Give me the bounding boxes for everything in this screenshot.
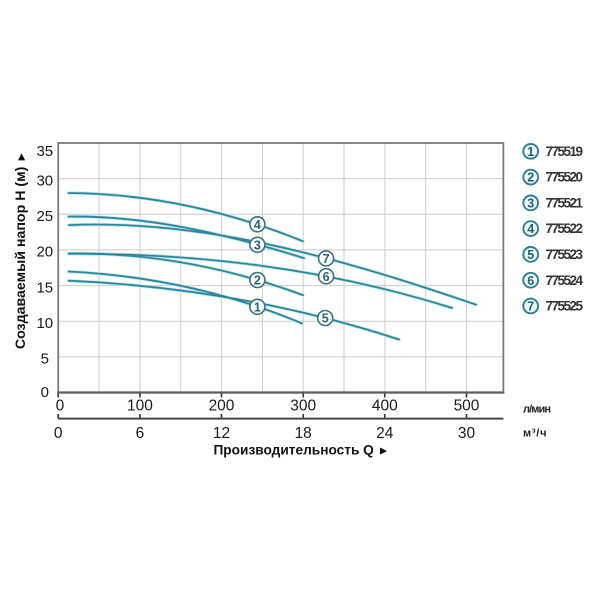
svg-text:200: 200: [209, 398, 235, 415]
svg-text:7: 7: [527, 300, 534, 314]
svg-text:775524: 775524: [546, 273, 584, 288]
svg-text:18: 18: [295, 425, 312, 442]
svg-text:775519: 775519: [546, 144, 584, 159]
svg-text:5: 5: [41, 351, 49, 368]
svg-text:775522: 775522: [546, 221, 584, 236]
svg-text:25: 25: [36, 208, 53, 225]
svg-text:775520: 775520: [546, 170, 584, 185]
svg-text:100: 100: [127, 398, 153, 415]
svg-text:6: 6: [527, 274, 534, 288]
svg-text:300: 300: [290, 398, 316, 415]
svg-text:775525: 775525: [546, 299, 584, 314]
svg-text:400: 400: [372, 398, 398, 415]
svg-text:1: 1: [527, 145, 534, 159]
svg-text:2: 2: [527, 171, 534, 185]
svg-text:1: 1: [254, 300, 261, 314]
svg-text:7: 7: [323, 252, 330, 266]
svg-text:2: 2: [254, 274, 261, 288]
svg-text:775523: 775523: [546, 247, 584, 262]
svg-text:35: 35: [36, 143, 53, 160]
svg-text:0: 0: [56, 398, 65, 415]
svg-text:5: 5: [527, 248, 534, 262]
svg-text:0: 0: [41, 384, 49, 401]
svg-text:6: 6: [323, 270, 330, 284]
svg-text:м³/ч: м³/ч: [523, 428, 547, 440]
svg-text:30: 30: [458, 425, 476, 442]
svg-text:0: 0: [54, 425, 63, 442]
svg-text:10: 10: [36, 315, 53, 332]
svg-text:4: 4: [527, 222, 534, 236]
svg-text:500: 500: [454, 398, 480, 415]
svg-text:Производительность Q ►: Производительность Q ►: [213, 443, 389, 458]
svg-text:3: 3: [254, 238, 261, 252]
svg-text:5: 5: [322, 312, 329, 326]
svg-text:24: 24: [376, 425, 394, 442]
svg-text:775521: 775521: [546, 196, 584, 211]
svg-text:20: 20: [36, 244, 53, 261]
svg-text:л/мин: л/мин: [523, 403, 551, 415]
svg-text:Создаваемый напор Н (м) ►: Создаваемый напор Н (м) ►: [13, 151, 29, 349]
svg-text:15: 15: [36, 279, 53, 296]
svg-text:12: 12: [213, 425, 230, 442]
svg-text:3: 3: [527, 197, 534, 211]
svg-text:30: 30: [36, 172, 53, 189]
svg-text:4: 4: [254, 218, 261, 232]
svg-text:6: 6: [136, 425, 145, 442]
